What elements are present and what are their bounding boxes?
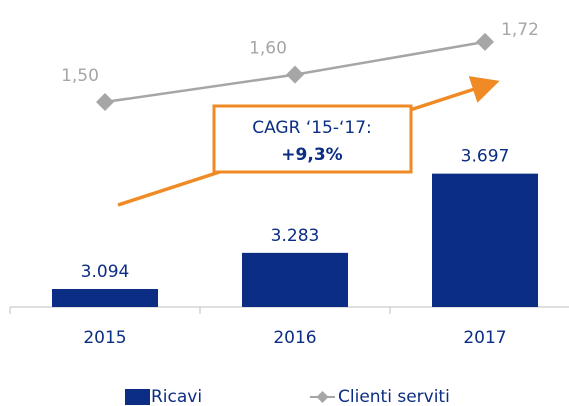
legend-label: Ricavi xyxy=(151,387,202,406)
line-marker xyxy=(286,65,304,84)
line-marker xyxy=(476,32,494,51)
legend-marker xyxy=(316,391,329,403)
bar-label: 3.283 xyxy=(271,226,320,246)
x-tick-label: 2016 xyxy=(273,328,316,348)
bar xyxy=(242,252,348,307)
line-marker xyxy=(96,93,114,111)
legend-label: Clienti serviti xyxy=(338,387,450,406)
bar-label: 3.697 xyxy=(461,147,510,167)
x-tick-label: 2017 xyxy=(463,328,506,348)
line-label: 1,72 xyxy=(501,20,539,40)
bar xyxy=(52,289,158,307)
line-label: 1,60 xyxy=(249,39,287,59)
line-label: 1,50 xyxy=(61,66,99,86)
bar xyxy=(432,173,538,307)
cagr-box xyxy=(212,104,413,174)
bar-label: 3.094 xyxy=(81,262,130,282)
legend-swatch xyxy=(125,389,150,405)
annotation: CAGR ‘15-‘17: xyxy=(252,118,372,138)
annotation: +9,3% xyxy=(281,145,342,165)
x-tick-label: 2015 xyxy=(83,328,126,348)
